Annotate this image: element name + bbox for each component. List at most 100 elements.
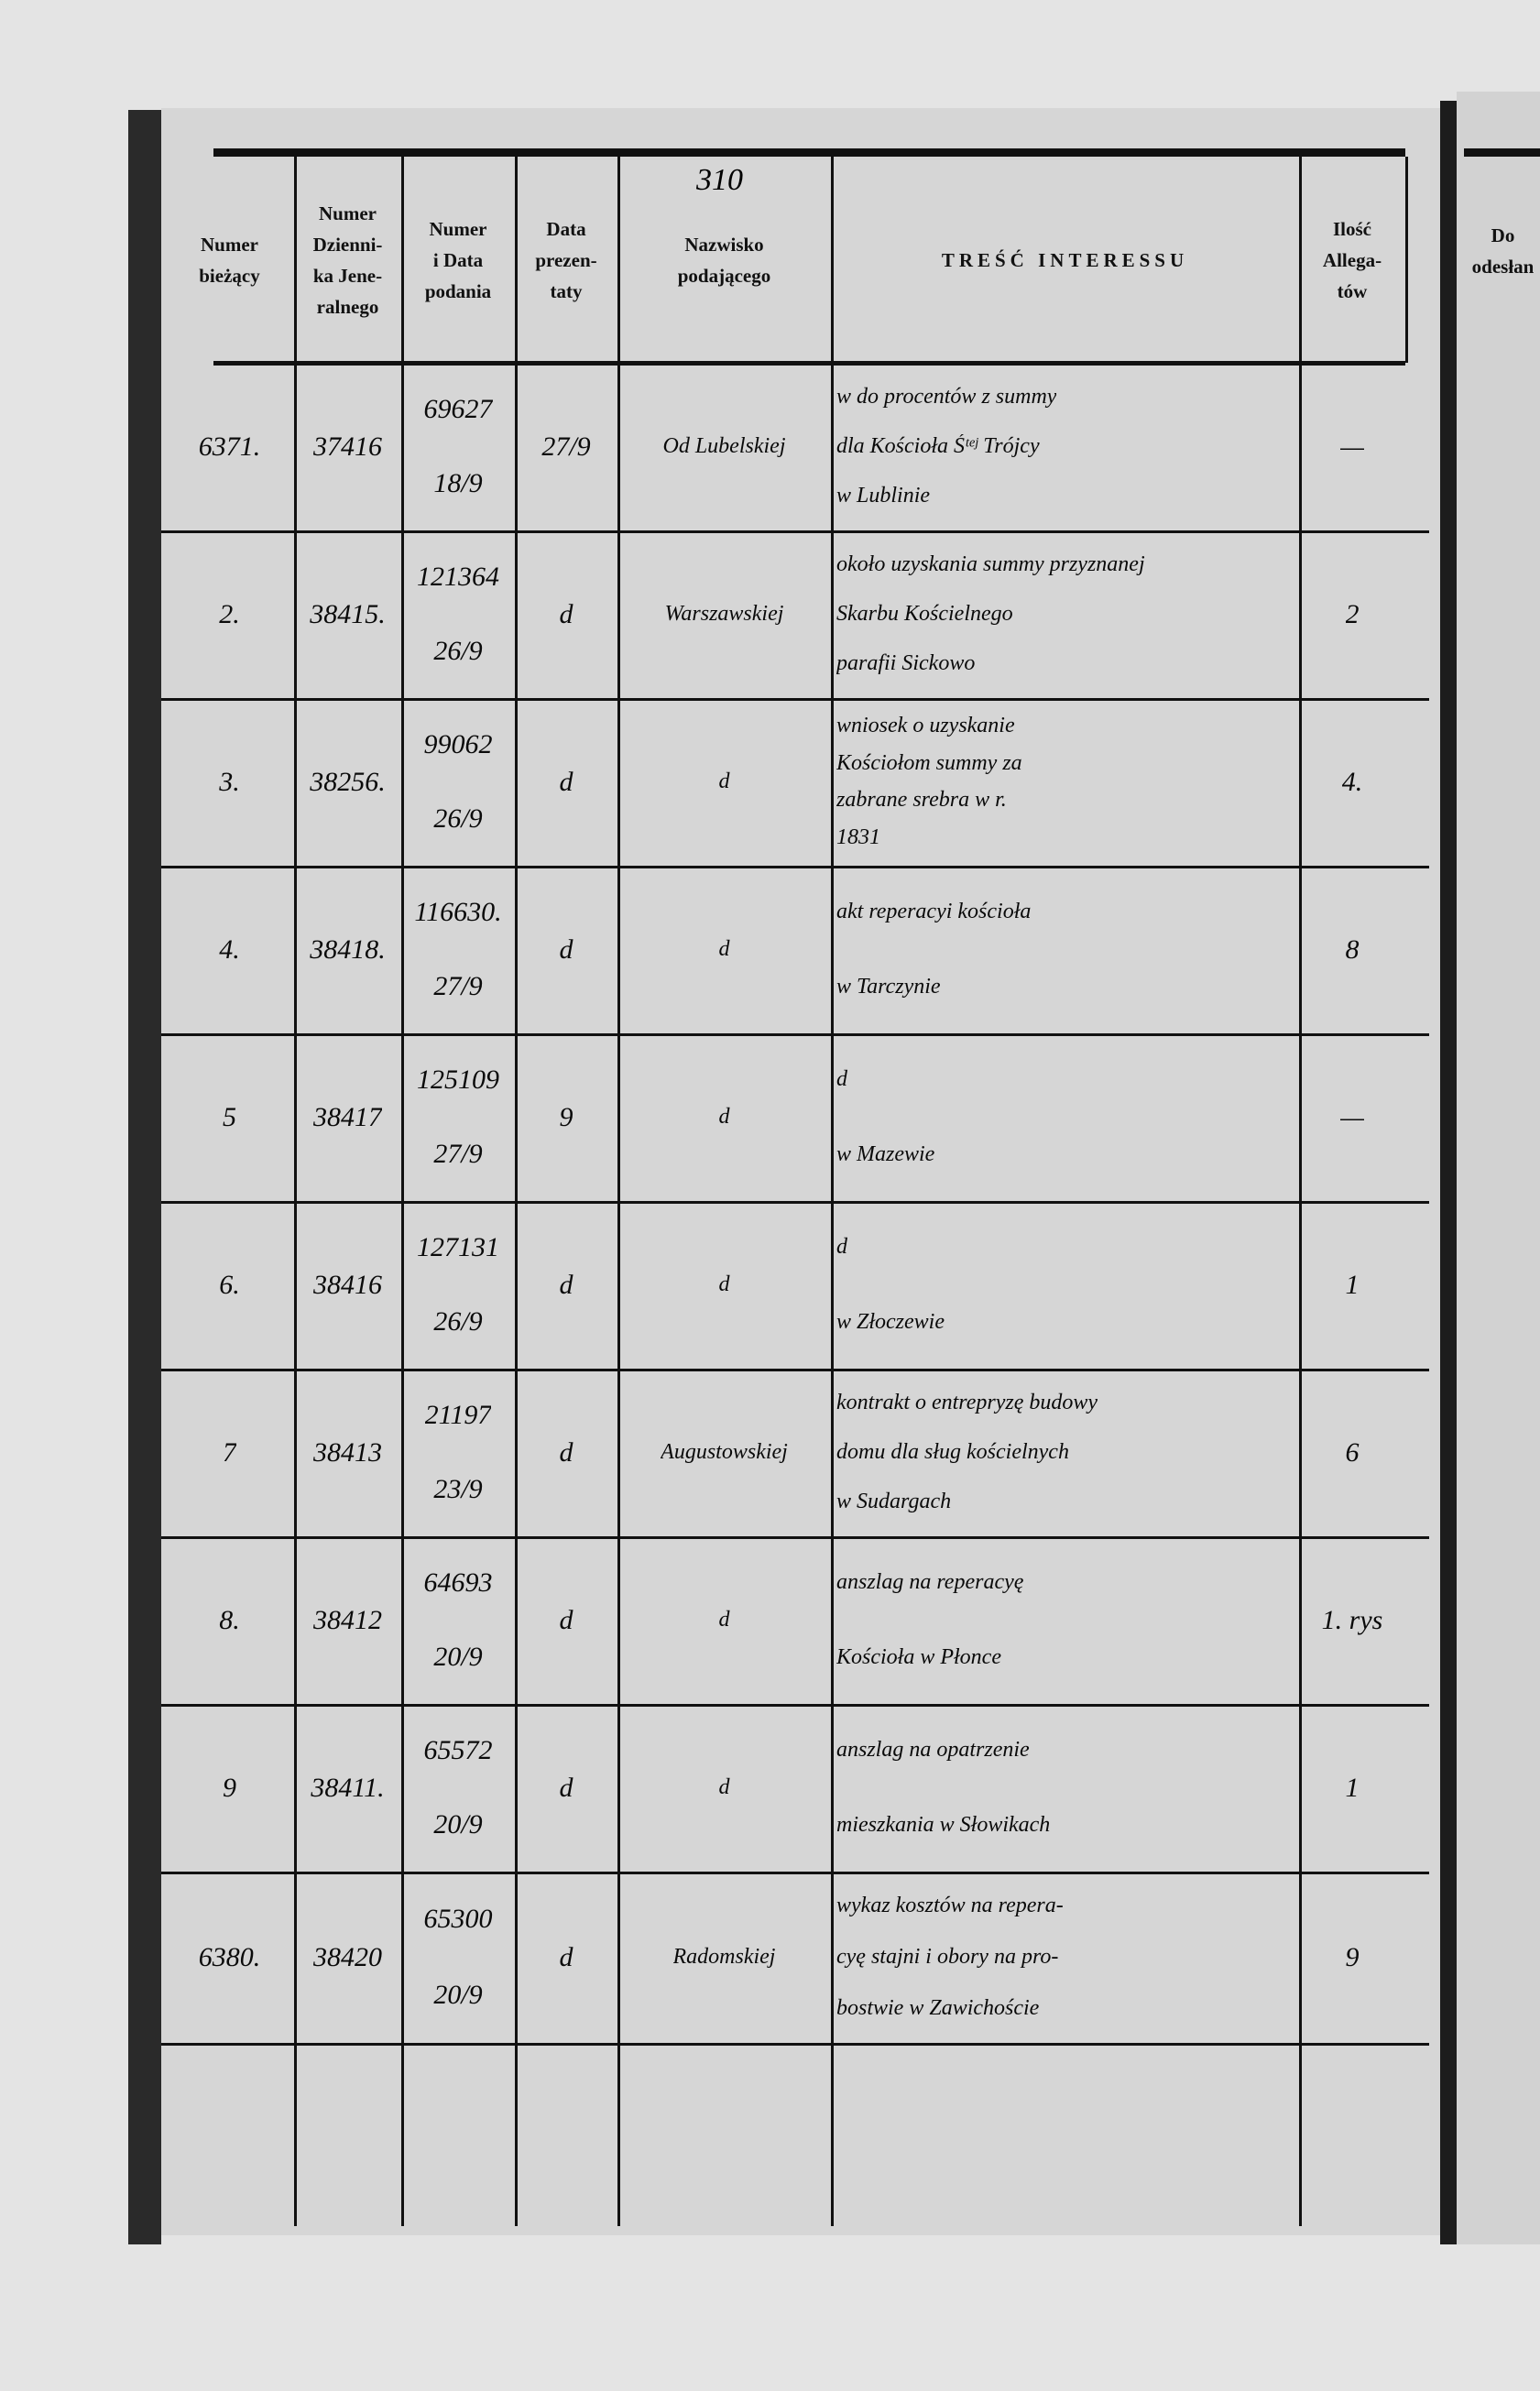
column-header: Nazwisko podającego bbox=[617, 157, 831, 363]
table-cell: — bbox=[1299, 363, 1405, 530]
cell-line: około uzyskania summy przyznanej bbox=[836, 551, 1145, 576]
table-cell: 1 bbox=[1299, 1704, 1405, 1872]
cell-line: — bbox=[1339, 1101, 1365, 1132]
cell-line: parafii Sickowo bbox=[836, 651, 976, 676]
table-cell: 6 bbox=[1299, 1369, 1405, 1536]
cell-line: 65572 bbox=[423, 1734, 493, 1765]
cell-line: 9 bbox=[223, 1772, 236, 1803]
cell-line: d bbox=[718, 1272, 730, 1296]
table-cell: 125109 27/9 bbox=[401, 1033, 515, 1201]
cell-line: 38417 bbox=[313, 1101, 382, 1132]
cell-line: 38256. bbox=[310, 766, 386, 797]
binding-shadow bbox=[128, 110, 161, 2244]
table-cell: 2 bbox=[1299, 530, 1405, 698]
cell-line: domu dla sług kościelnych bbox=[836, 1439, 1069, 1464]
table-cell: d bbox=[515, 530, 617, 698]
table-cell: 38420 bbox=[294, 1872, 401, 2043]
column-header-line: Data bbox=[546, 217, 586, 240]
cell-line: d bbox=[718, 1608, 730, 1632]
cell-line: 20/9 bbox=[433, 1809, 483, 1840]
table-cell: d bbox=[617, 698, 831, 866]
row-rule bbox=[161, 698, 1429, 701]
column-header-line: Ilość bbox=[1333, 217, 1371, 240]
page-gap bbox=[1440, 101, 1457, 2244]
column-header-line: Numer bbox=[201, 233, 258, 256]
column-header-line: taty bbox=[550, 279, 583, 302]
cell-line: w Mazewie bbox=[836, 1141, 935, 1166]
cell-line: 99062 bbox=[423, 728, 493, 759]
column-header: Ilość Allega-tów bbox=[1299, 157, 1405, 363]
right-page bbox=[1457, 92, 1540, 2244]
table-cell: anszlag na opatrzenie mieszkania w Słowik… bbox=[831, 1704, 1299, 1872]
cell-line: mieszkania w Słowikach bbox=[836, 1812, 1051, 1837]
cell-line: 121364 bbox=[417, 561, 499, 592]
column-header-line: podającego bbox=[677, 264, 771, 287]
table-cell: d bbox=[617, 866, 831, 1033]
cell-line: Skarbu Kościelnego bbox=[836, 601, 1013, 626]
table-cell: 8. bbox=[165, 1536, 294, 1704]
cell-line: 116630. bbox=[414, 896, 502, 927]
cell-line: wniosek o uzyskanie bbox=[836, 713, 1015, 737]
cell-line: 18/9 bbox=[433, 468, 483, 499]
column-header-line: i Data bbox=[432, 248, 484, 271]
cell-line: 27/9 bbox=[541, 431, 591, 462]
column-header: Numer i Data podania bbox=[401, 157, 515, 363]
column-header-line: bieżący bbox=[199, 264, 260, 287]
table-cell: w do procentów z summy dla Kościoła Śᵗᵉʲ … bbox=[831, 363, 1299, 530]
table-cell: anszlag na reperacyę Kościoła w Płonce bbox=[831, 1536, 1299, 1704]
cell-line: 1. rys bbox=[1321, 1604, 1383, 1635]
column-header-line: ralnego bbox=[316, 295, 379, 318]
cell-line: 38412 bbox=[313, 1604, 382, 1635]
cell-line: Radomskiej bbox=[672, 1945, 776, 1969]
top-rule bbox=[213, 148, 1405, 157]
page-number: 310 bbox=[696, 163, 743, 197]
right-header-line: Do bbox=[1491, 224, 1515, 246]
cell-line: d bbox=[718, 937, 730, 961]
table-cell: 6371. bbox=[165, 363, 294, 530]
table-cell: d bbox=[617, 1704, 831, 1872]
table-cell: 127131 26/9 bbox=[401, 1201, 515, 1369]
table-cell: d bbox=[515, 698, 617, 866]
table-cell: d w Złoczewie bbox=[831, 1201, 1299, 1369]
column-header-line: Nazwisko bbox=[684, 233, 764, 256]
table-cell: 9 bbox=[165, 1704, 294, 1872]
cell-line: 20/9 bbox=[433, 1642, 483, 1673]
column-header: Numer bieżący bbox=[165, 157, 294, 363]
cell-line: 26/9 bbox=[433, 1306, 483, 1337]
cell-line: 9 bbox=[1345, 1941, 1360, 1972]
cell-line: 1831 bbox=[836, 825, 880, 850]
cell-line: 9 bbox=[559, 1101, 573, 1132]
cell-line: w Tarczynie bbox=[836, 974, 941, 999]
table-cell: 1 bbox=[1299, 1201, 1405, 1369]
column-header-line: Numer bbox=[429, 217, 487, 240]
cell-line: 5 bbox=[223, 1101, 236, 1132]
cell-line: 65300 bbox=[423, 1903, 493, 1934]
row-rule bbox=[161, 866, 1429, 868]
table-cell: 7 bbox=[165, 1369, 294, 1536]
table-cell: Warszawskiej bbox=[617, 530, 831, 698]
table-cell: wniosek o uzyskanie Kościołom summy za zab… bbox=[831, 698, 1299, 866]
table-cell: Augustowskiej bbox=[617, 1369, 831, 1536]
table-cell: 99062 26/9 bbox=[401, 698, 515, 866]
cell-line: 6380. bbox=[198, 1941, 261, 1972]
cell-line: 3. bbox=[219, 766, 240, 797]
table-cell: d bbox=[515, 1369, 617, 1536]
table-cell: kontrakt o entrepryzę budowy domu dla słu… bbox=[831, 1369, 1299, 1536]
table-cell: 6. bbox=[165, 1201, 294, 1369]
table-cell: 38256. bbox=[294, 698, 401, 866]
cell-line: kontrakt o entrepryzę budowy bbox=[836, 1390, 1098, 1414]
table-cell: 38413 bbox=[294, 1369, 401, 1536]
cell-line: d bbox=[559, 1941, 573, 1972]
cell-line: 64693 bbox=[423, 1567, 493, 1598]
table-cell: 9 bbox=[1299, 1872, 1405, 2043]
column-header: Data prezen-taty bbox=[515, 157, 617, 363]
cell-line: 38411. bbox=[311, 1772, 385, 1803]
cell-line: 26/9 bbox=[433, 803, 483, 835]
cell-line: Kościoła w Płonce bbox=[836, 1644, 1001, 1669]
table-cell: 38418. bbox=[294, 866, 401, 1033]
table-cell: 65300 20/9 bbox=[401, 1872, 515, 2043]
column-rule bbox=[515, 157, 518, 2226]
table-cell: 37416 bbox=[294, 363, 401, 530]
column-rule bbox=[401, 157, 404, 2226]
cell-line: d bbox=[718, 1775, 730, 1799]
